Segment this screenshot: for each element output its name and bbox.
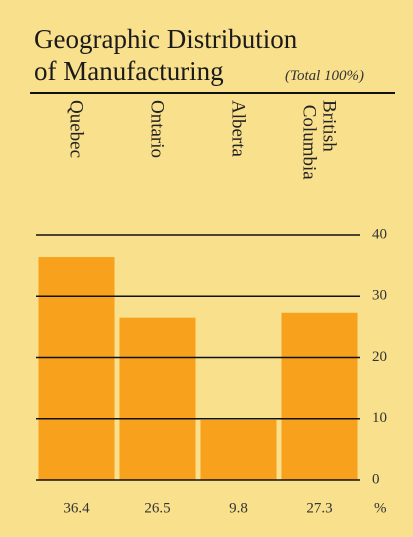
category-label: British Columbia — [299, 100, 340, 180]
bar — [119, 317, 196, 480]
chart-title: of Manufacturing — [34, 56, 224, 86]
category-label: Alberta — [228, 100, 249, 158]
y-tick-label: 10 — [372, 410, 387, 426]
chart-title: Geographic Distribution — [34, 24, 298, 54]
y-tick-label: 20 — [372, 349, 387, 365]
value-label: 36.4 — [63, 500, 90, 516]
value-label: 26.5 — [144, 500, 170, 516]
value-label: 27.3 — [306, 500, 332, 516]
bar — [281, 312, 358, 480]
value-label: 9.8 — [229, 500, 248, 516]
y-tick-label: 30 — [372, 288, 387, 304]
bar — [200, 419, 277, 480]
y-tick-label: 0 — [372, 471, 380, 487]
unit-label: % — [374, 500, 387, 516]
category-label: Quebec — [66, 100, 87, 158]
bar — [38, 257, 115, 480]
y-tick-label: 40 — [372, 226, 387, 242]
category-label: Ontario — [147, 100, 168, 158]
chart-subtitle: (Total 100%) — [285, 68, 364, 84]
